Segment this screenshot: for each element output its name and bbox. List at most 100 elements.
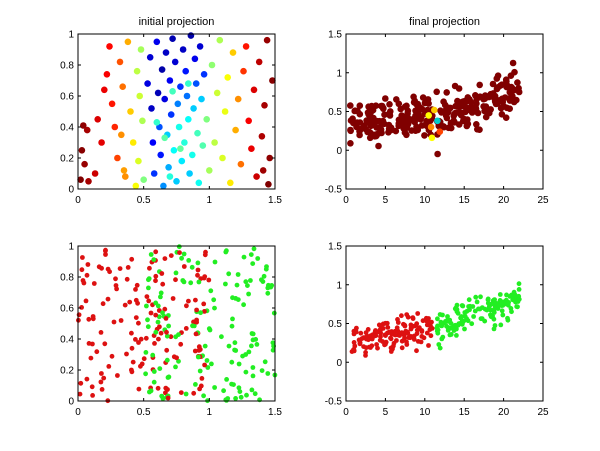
data-point xyxy=(513,299,518,305)
data-point xyxy=(167,111,175,118)
data-point xyxy=(146,54,154,61)
x-tick-label: 25 xyxy=(537,407,549,418)
data-point xyxy=(202,362,208,368)
data-point xyxy=(122,173,129,180)
subplot-bottom-left: 0 0.5 1 1.5 0 0.2 0.4 0.6 0.8 1 xyxy=(60,242,282,419)
data-point xyxy=(226,271,232,277)
data-point xyxy=(219,154,226,162)
data-point xyxy=(182,67,189,75)
data-point xyxy=(259,167,267,174)
data-point xyxy=(133,337,138,342)
x-tick-label: 0 xyxy=(75,195,81,206)
data-point xyxy=(127,108,134,115)
data-point xyxy=(270,347,276,353)
x-tick-label: 1 xyxy=(207,195,213,206)
data-point xyxy=(211,297,217,303)
data-point xyxy=(386,101,393,108)
data-point xyxy=(258,133,266,140)
data-point xyxy=(366,128,373,136)
data-point xyxy=(90,393,95,398)
data-point xyxy=(388,336,394,342)
data-point xyxy=(170,296,176,301)
data-point xyxy=(351,340,357,345)
data-point xyxy=(440,334,446,340)
data-point xyxy=(199,142,207,149)
data-point xyxy=(77,176,84,183)
data-point xyxy=(132,182,140,190)
data-point xyxy=(136,320,141,326)
data-point xyxy=(419,94,427,101)
data-point xyxy=(80,255,85,260)
data-point xyxy=(99,371,104,376)
markers-layer xyxy=(347,59,523,158)
data-point xyxy=(445,124,452,132)
data-point xyxy=(221,388,227,394)
data-point xyxy=(442,320,447,326)
data-point xyxy=(352,343,358,349)
data-point xyxy=(183,92,191,100)
data-point xyxy=(474,299,480,305)
data-point xyxy=(476,81,484,89)
data-point xyxy=(347,140,354,147)
data-point xyxy=(463,122,471,130)
data-point xyxy=(426,343,431,348)
data-point xyxy=(113,276,118,282)
data-point xyxy=(207,327,213,333)
data-point xyxy=(101,375,107,381)
data-point xyxy=(261,102,268,109)
data-point xyxy=(201,301,207,307)
data-point xyxy=(353,329,359,335)
data-point xyxy=(412,107,419,114)
data-point xyxy=(204,358,210,363)
data-point xyxy=(195,354,201,360)
data-point xyxy=(487,90,495,98)
data-point xyxy=(192,348,198,354)
data-point xyxy=(164,333,170,339)
data-point xyxy=(445,325,451,330)
data-point xyxy=(91,281,97,286)
data-point xyxy=(165,164,172,171)
data-point xyxy=(129,367,134,373)
data-point xyxy=(194,319,200,325)
data-point xyxy=(414,321,420,327)
data-point xyxy=(236,361,242,367)
data-point xyxy=(173,277,178,283)
data-point xyxy=(106,43,113,50)
data-point xyxy=(506,105,513,112)
data-point xyxy=(243,352,249,357)
data-point xyxy=(94,116,101,123)
data-point xyxy=(146,298,152,304)
data-point xyxy=(451,109,459,117)
y-tick-label: 0.5 xyxy=(328,107,342,118)
data-point xyxy=(436,342,442,347)
data-point xyxy=(251,246,257,252)
data-point xyxy=(76,312,82,318)
data-point xyxy=(371,333,377,339)
data-point xyxy=(196,279,202,285)
data-point xyxy=(424,330,430,336)
data-point xyxy=(250,86,258,94)
data-point xyxy=(103,248,108,254)
data-point xyxy=(428,333,434,339)
data-point xyxy=(156,314,162,320)
data-point xyxy=(242,43,250,50)
data-point xyxy=(485,297,491,303)
data-point xyxy=(381,111,388,118)
data-point xyxy=(212,385,218,390)
y-tick-label: 1.5 xyxy=(328,242,342,253)
data-point xyxy=(109,353,115,359)
data-point xyxy=(174,100,182,108)
data-point xyxy=(395,317,400,322)
data-point xyxy=(88,355,94,361)
data-point xyxy=(153,119,161,126)
data-point xyxy=(356,119,364,126)
data-point xyxy=(189,264,195,270)
data-point xyxy=(418,122,426,129)
y-tick-label: 0.4 xyxy=(60,123,74,134)
data-point xyxy=(487,106,495,113)
data-point xyxy=(200,71,208,78)
data-point xyxy=(492,323,498,328)
data-point xyxy=(203,116,210,123)
data-point xyxy=(516,281,522,287)
data-point xyxy=(246,291,252,297)
